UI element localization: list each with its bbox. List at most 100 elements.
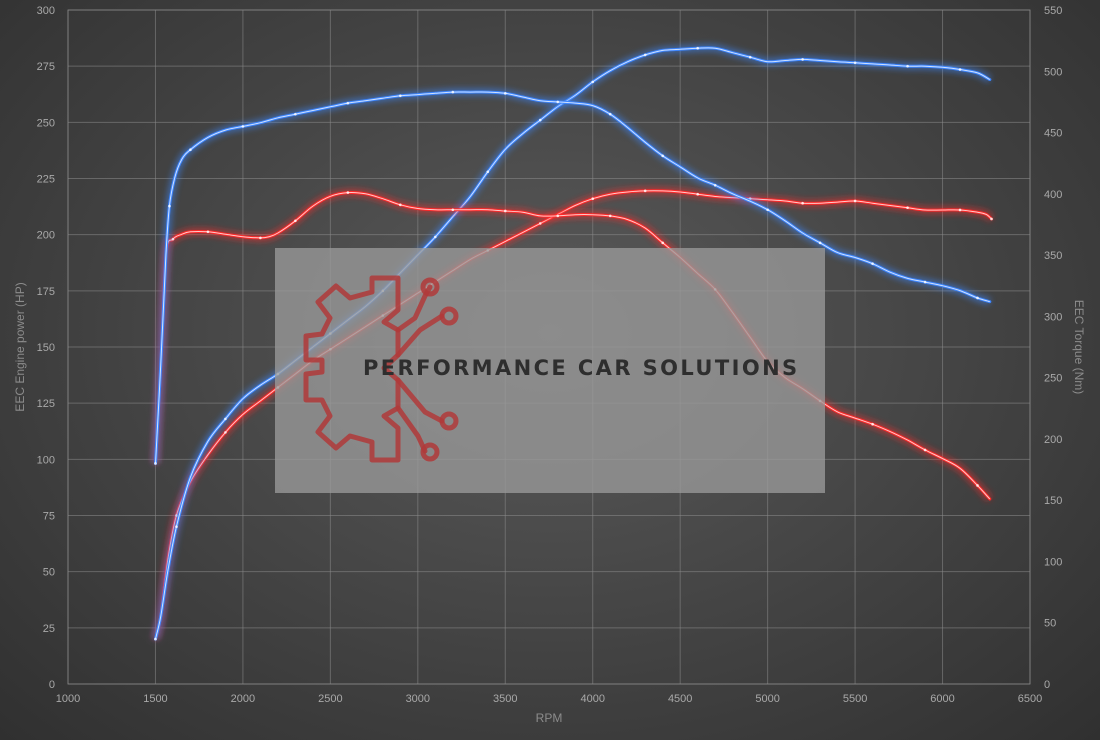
data-point (224, 417, 227, 421)
x-tick-label: 1500 (143, 693, 167, 705)
y-right-tick-label: 550 (1044, 5, 1062, 17)
y-left-tick-label: 200 (37, 230, 55, 242)
y-right-tick-label: 200 (1044, 434, 1062, 446)
data-point (591, 80, 595, 84)
y-left-tick-label: 250 (37, 117, 55, 129)
watermark-text: PERFORMANCE CAR SOLUTIONS (363, 356, 800, 380)
data-point (696, 192, 699, 196)
data-point (556, 214, 560, 218)
data-point (906, 64, 909, 68)
y-left-tick-label: 0 (49, 679, 55, 691)
y-right-axis-title: EEC Torque (Nm) (1072, 300, 1086, 394)
series-highlight (155, 91, 990, 464)
y-right-tick-label: 150 (1044, 495, 1062, 507)
data-point (871, 422, 874, 426)
data-point (608, 214, 612, 218)
series-torque_tuned (152, 188, 993, 502)
data-point (294, 219, 297, 223)
data-point (801, 201, 804, 205)
x-tick-label: 1000 (56, 693, 80, 705)
data-point (818, 241, 822, 245)
data-point (958, 68, 962, 71)
y-right-tick-label: 400 (1044, 189, 1062, 201)
y-right-tick-label: 100 (1044, 556, 1062, 568)
data-point (801, 58, 804, 61)
data-point (990, 217, 993, 221)
data-point (175, 525, 178, 529)
data-point (399, 94, 402, 98)
data-point (189, 148, 192, 152)
y-left-tick-label: 175 (37, 286, 55, 298)
data-point (976, 296, 979, 300)
data-point (154, 462, 157, 465)
data-point (434, 235, 437, 239)
x-tick-label: 3500 (493, 693, 517, 705)
data-point (346, 101, 350, 105)
series-layer (152, 44, 994, 641)
y-right-tick-label: 0 (1044, 679, 1050, 691)
data-point (871, 262, 874, 265)
y-left-tick-label: 300 (37, 5, 55, 17)
data-point (451, 90, 455, 94)
data-point (591, 197, 595, 201)
data-point (503, 209, 507, 213)
gear-logo-icon (303, 275, 459, 463)
data-point (346, 191, 350, 194)
data-point (556, 100, 560, 104)
series-power_tuned (152, 187, 994, 641)
data-point (241, 125, 245, 128)
data-point (976, 484, 979, 487)
data-point (923, 448, 927, 452)
data-point (906, 206, 909, 210)
data-point (853, 61, 857, 65)
x-tick-label: 4000 (580, 693, 604, 705)
watermark: PERFORMANCE CAR SOLUTIONS (275, 248, 825, 493)
x-tick-label: 2000 (231, 693, 255, 705)
series-highlight (155, 191, 991, 500)
data-point (713, 183, 717, 187)
y-right-tick-label: 450 (1044, 128, 1062, 140)
tick-labels: 1000 1500 2000 2500 3000 3500 4000 4500 5000 5500… (37, 5, 1063, 705)
series-torque_stock (152, 88, 992, 465)
data-point (224, 431, 227, 434)
data-point (853, 199, 857, 203)
grid (67, 9, 1031, 685)
data-point (259, 236, 262, 240)
data-point (171, 237, 175, 241)
x-tick-label: 5000 (755, 693, 779, 705)
data-point (486, 170, 490, 174)
y-left-tick-label: 25 (43, 623, 55, 635)
y-right-tick-label: 350 (1044, 250, 1062, 262)
data-point (696, 46, 699, 50)
x-tick-label: 3000 (406, 693, 430, 705)
data-point (958, 208, 962, 212)
y-right-tick-label: 50 (1044, 618, 1056, 630)
y-left-tick-label: 75 (43, 511, 55, 523)
data-point (399, 203, 402, 207)
x-axis-title: RPM (536, 711, 563, 725)
data-point (923, 280, 927, 284)
y-left-tick-label: 50 (43, 567, 55, 579)
data-point (538, 118, 542, 122)
x-tick-label: 2500 (318, 693, 342, 705)
y-left-tick-label: 100 (37, 454, 55, 466)
y-right-tick-label: 250 (1044, 373, 1062, 385)
data-point (154, 637, 157, 641)
data-point (643, 53, 647, 57)
x-tick-label: 6000 (930, 693, 954, 705)
data-point (503, 92, 507, 95)
x-tick-label: 6500 (1018, 693, 1042, 705)
data-point (661, 154, 664, 158)
series-highlight (155, 190, 992, 640)
x-tick-label: 5500 (843, 693, 867, 705)
data-point (538, 222, 542, 225)
data-point (294, 112, 297, 116)
series-power_stock (152, 44, 992, 641)
series-highlight (155, 47, 991, 640)
y-right-tick-label: 500 (1044, 66, 1062, 78)
y-left-tick-label: 275 (37, 61, 55, 73)
y-left-tick-label: 225 (37, 174, 55, 186)
data-point (661, 241, 664, 245)
y-left-axis-title: EEC Engine power (HP) (13, 282, 27, 411)
